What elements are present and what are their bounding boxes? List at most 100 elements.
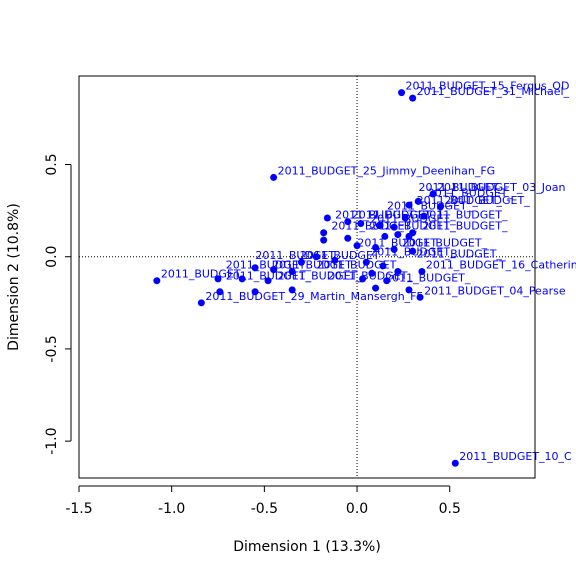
data-point — [401, 214, 409, 222]
data-point — [372, 284, 380, 292]
data-point — [214, 275, 222, 283]
data-point — [288, 267, 296, 275]
point-label: 2011_BUDGET_ — [226, 258, 312, 271]
data-point — [394, 231, 402, 239]
data-point — [362, 258, 370, 266]
data-point — [390, 245, 398, 253]
data-point — [344, 218, 352, 226]
point-label: 2011_BUDGET_ — [387, 199, 473, 212]
data-point — [357, 220, 365, 228]
point-labels: 2011_BUDGET_2011_BUDGET_2011_BUDGET_2011… — [161, 80, 576, 464]
data-point — [251, 288, 259, 296]
point-label: 2011_BUDGET_ — [226, 270, 312, 283]
data-point — [375, 221, 383, 229]
point-label: 2011_BUDGET_ — [422, 209, 508, 222]
data-point — [405, 232, 413, 240]
data-point — [381, 232, 389, 240]
data-marks — [153, 89, 459, 467]
point-label: 2011_BUDGET_ — [335, 209, 421, 222]
point-label: 2011_BUDGET_ — [317, 258, 403, 271]
y-axis: -1.0 -0.5 0.0 0.5 — [44, 153, 72, 455]
data-point — [398, 89, 406, 97]
data-point — [372, 243, 380, 251]
y-axis-title: Dimension 2 (10.8%) — [6, 203, 22, 351]
data-point — [414, 197, 422, 205]
data-point — [405, 201, 413, 209]
data-point — [353, 242, 361, 250]
x-tick-label: 0.5 — [439, 501, 461, 517]
data-point — [312, 253, 320, 261]
point-label: 2011_BUDGET_ — [419, 181, 505, 194]
point-label: 2011_BUDGET_03_Joan — [437, 181, 565, 194]
point-label: 2011_BUDGET_ — [417, 194, 503, 207]
data-point — [270, 266, 278, 274]
point-label: 2011_BUDGET_ — [417, 247, 503, 260]
y-tick-label: -0.5 — [44, 335, 60, 362]
data-point — [270, 173, 278, 181]
data-point — [264, 277, 272, 285]
point-label: 2011_BUDGET_ — [357, 236, 443, 249]
point-label: 2011_BUDGET_25_Jimmy_Deenihan_FG — [278, 164, 496, 177]
y-tick-label: 0.0 — [44, 246, 60, 268]
data-point — [420, 212, 428, 220]
data-point — [297, 258, 305, 266]
data-point — [216, 288, 224, 296]
point-label: 2011_BUDGET_ — [370, 212, 456, 225]
data-point — [323, 214, 331, 222]
data-point — [368, 269, 376, 277]
data-point — [409, 94, 417, 102]
point-label: 2011_BUDGET_ — [255, 249, 341, 262]
point-label: 2011_BUDGET_ — [272, 258, 358, 271]
plot-frame — [78, 75, 536, 479]
y-tick-label: 0.5 — [44, 153, 60, 175]
point-label: 2011_BUDGET_ — [370, 220, 456, 233]
point-label: 2011_BUDGET_ — [300, 249, 386, 262]
data-point — [418, 267, 426, 275]
data-point — [331, 256, 339, 264]
y-tick-label: -1.0 — [44, 427, 60, 454]
data-point — [197, 299, 205, 307]
data-point — [383, 277, 391, 285]
data-point — [320, 229, 328, 237]
x-tick-label: -1.5 — [65, 501, 92, 517]
x-tick-label: 0.0 — [346, 501, 368, 517]
plot-area: 2011_BUDGET_2011_BUDGET_2011_BUDGET_2011… — [79, 76, 576, 478]
data-point — [344, 234, 352, 242]
data-point — [405, 286, 413, 294]
point-label: 2011_BUDGET_ — [428, 187, 514, 200]
data-point — [436, 203, 444, 211]
data-point — [288, 286, 296, 294]
data-point — [416, 293, 424, 301]
point-label: 2011_BUDGET_29_Martin_Mansergh_FF — [205, 290, 423, 303]
point-label: 2011_BUDGET_1 — [352, 209, 444, 222]
data-point — [379, 262, 387, 270]
data-point — [390, 223, 398, 231]
point-label: 2011_BUDGET_ — [444, 194, 530, 207]
data-point — [238, 275, 246, 283]
x-axis-title: Dimension 1 (13.3%) — [233, 539, 381, 555]
point-label: 2011_BUDGET_ — [370, 246, 456, 259]
point-label: 2011_BUDGET_31_Michael_ — [417, 85, 570, 98]
point-label: 2011_BUDGET_16_Catherine_By — [426, 258, 576, 271]
data-point — [394, 267, 402, 275]
point-label: 2011_BUDGET_10_C — [459, 450, 572, 463]
point-label: 2011_BUDGET_ — [161, 268, 247, 281]
x-axis: -1.5 -1.0 -0.5 0.0 0.5 — [65, 485, 461, 517]
point-label: 2011_BUDGET_ — [328, 270, 414, 283]
point-label: 2011_BUDGET_ — [402, 236, 488, 249]
data-point — [153, 277, 161, 285]
point-label: 2011_BUDGET_ — [278, 270, 364, 283]
data-point — [251, 264, 259, 272]
point-label: 2011_BUDGET_ — [385, 271, 471, 284]
data-point — [409, 247, 417, 255]
x-tick-label: -1.0 — [158, 501, 185, 517]
point-label: 2011_BUDGET_04_Pearse — [424, 284, 566, 297]
data-point — [320, 236, 328, 244]
data-point — [429, 190, 437, 198]
data-point — [359, 275, 367, 283]
point-label: 2011_BUDGET_ — [331, 220, 417, 233]
point-label: 2011_BUDGET_15_Fergus_OD — [406, 80, 570, 93]
point-label: 2011_BUDGET_ — [422, 220, 508, 233]
data-point — [451, 459, 459, 467]
